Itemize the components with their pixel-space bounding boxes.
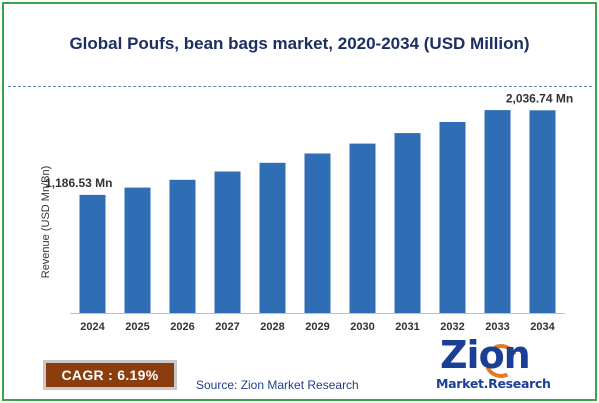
x-tick-label: 2033 (485, 321, 509, 333)
bar-2028 (259, 162, 286, 313)
bar-2029 (304, 153, 331, 313)
bar-2027 (214, 171, 241, 313)
data-label-2024: 1,186.53 Mn (45, 176, 112, 190)
source-text: Source: Zion Market Research (196, 378, 359, 392)
bar-2030 (349, 143, 376, 313)
bar-2024 (79, 194, 106, 313)
bar-2031 (394, 133, 421, 313)
x-tick-label: 2028 (260, 321, 284, 333)
x-tick-label: 2024 (80, 321, 105, 333)
x-tick-label: 2027 (215, 321, 239, 333)
bar-2032 (439, 122, 466, 313)
bar-2025 (124, 187, 151, 313)
cagr-label: CAGR : 6.19% (46, 363, 174, 387)
x-tick-label: 2025 (125, 321, 149, 333)
zion-logo: Zion Market.Research (432, 333, 554, 396)
chart-title: Global Poufs, bean bags market, 2020-203… (69, 34, 530, 53)
x-tick-label: 2031 (395, 321, 419, 333)
bar-2026 (169, 179, 196, 313)
logo-sub-text: Market.Research (436, 376, 551, 391)
y-axis-label: Revenue (USD Mn/Bn) (40, 165, 52, 279)
dashed-divider (8, 86, 592, 87)
bar-2033 (484, 110, 511, 313)
logo-main-text: Zion (440, 333, 531, 377)
cagr-badge: CAGR : 6.19% (43, 360, 177, 390)
x-tick-label: 2026 (170, 321, 194, 333)
x-tick-label: 2034 (530, 321, 555, 333)
x-tick-label: 2032 (440, 321, 464, 333)
x-tick-label: 2029 (305, 321, 329, 333)
bar-2034 (529, 110, 556, 313)
x-tick-label: 2030 (350, 321, 374, 333)
data-label-2034: 2,036.74 Mn (506, 91, 573, 105)
